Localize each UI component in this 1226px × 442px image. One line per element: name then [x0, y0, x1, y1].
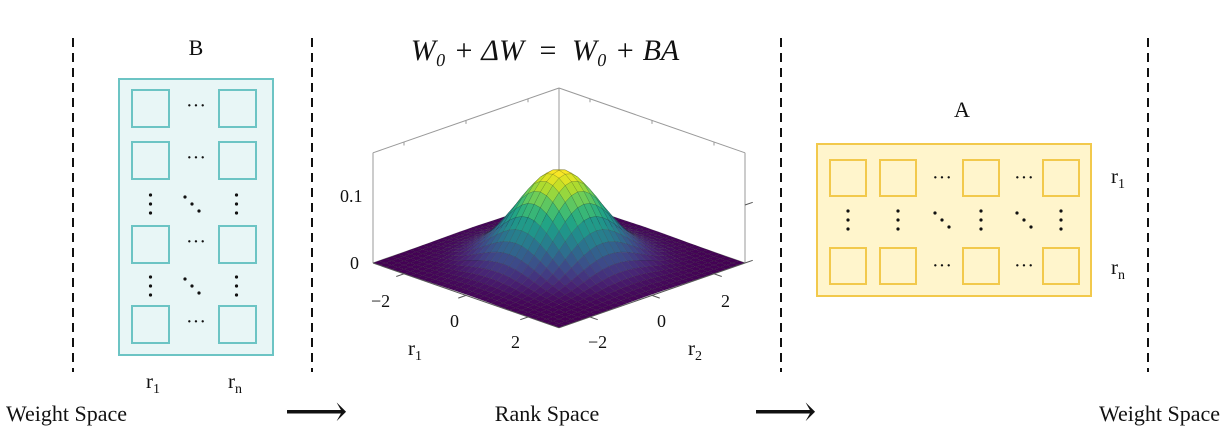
matrix-a-hdots: ··· — [932, 255, 952, 277]
matrix-b-vdots — [148, 193, 153, 215]
matrix-a-cell — [962, 159, 1000, 197]
matrix-a-cell — [879, 159, 917, 197]
matrix-a-cells: ··· ··· ··· ··· — [829, 159, 1080, 285]
matrix-a-ddots — [1015, 211, 1033, 229]
matrix-b-hdots: ··· — [186, 95, 206, 117]
matrix-b-hdots: ··· — [186, 231, 206, 253]
separators — [72, 38, 1149, 372]
matrix-b-cell — [218, 225, 257, 264]
matrix-a-ddots — [933, 211, 951, 229]
matrix-b-col-label-first: r1 — [146, 369, 160, 397]
matrix-a-cell — [1042, 159, 1080, 197]
matrix-a-hdots: ··· — [1014, 167, 1034, 189]
equation-rhs: W₀ + BA — [572, 34, 680, 67]
matrix-b-col-label-last: rn — [228, 369, 242, 397]
matrix-a-cell — [829, 159, 867, 197]
matrix-b-ddots — [183, 277, 201, 295]
matrix-a-vdots — [1059, 209, 1063, 231]
matrix-a-row-label-first: r1 — [1111, 164, 1125, 192]
plot-front-edges — [372, 201, 753, 329]
matrix-a-row-label-last: rn — [1111, 255, 1125, 283]
matrix-b-cell — [218, 305, 257, 344]
matrix-b-vdots — [234, 275, 239, 297]
matrix-a-cell — [962, 247, 1000, 285]
matrix-b-cell — [131, 89, 170, 128]
matrix-b-cell — [218, 141, 257, 180]
matrix-a-hdots: ··· — [932, 167, 952, 189]
matrix-b-cell — [131, 141, 170, 180]
x-tick-label-2: 2 — [511, 332, 520, 352]
y-axis-label: r2 — [688, 336, 702, 364]
matrix-b: B ··· ··· ··· ··· r1 rn — [118, 35, 274, 397]
matrix-a-title: A — [954, 97, 970, 122]
matrix-a-cell — [1042, 247, 1080, 285]
arrow-right-icon: ⟶ — [284, 387, 347, 436]
plot-surface — [372, 169, 746, 329]
weight-space-right-label: Weight Space — [1099, 401, 1220, 426]
matrix-a-vdots — [846, 209, 850, 231]
matrix-a: A ··· ··· ··· ··· r1 rn — [816, 97, 1125, 297]
matrix-a-cell — [879, 247, 917, 285]
rank-space-label: Rank Space — [495, 401, 599, 426]
matrix-a-hdots: ··· — [1014, 255, 1034, 277]
matrix-a-vdots — [896, 209, 900, 231]
arrow-right-icon: ⟶ — [753, 387, 816, 436]
matrix-b-ddots — [183, 195, 201, 213]
equation-equals: = — [540, 34, 557, 67]
weight-space-left-label: Weight Space — [6, 401, 127, 426]
y-tick-label-neg2: −2 — [588, 332, 607, 352]
matrix-b-vdots — [234, 193, 239, 215]
z-tick-label-0.1: 0.1 — [340, 186, 363, 206]
y-tick-label-0: 0 — [657, 311, 666, 331]
bottom-row: Weight Space ⟶ Rank Space ⟶ Weight Space — [6, 387, 1220, 436]
x-tick-label-0: 0 — [450, 311, 459, 331]
matrix-b-hdots: ··· — [186, 311, 206, 333]
matrix-a-cell — [829, 247, 867, 285]
matrix-b-title: B — [189, 35, 204, 60]
equation: W₀ + ΔW = W₀ + BA — [411, 34, 680, 67]
matrix-a-vdots — [979, 209, 983, 231]
surface-plot: 0.1 0 −2 0 2 −2 0 2 r1 r2 — [340, 87, 753, 364]
matrix-b-cell — [218, 89, 257, 128]
matrix-b-cell — [131, 305, 170, 344]
y-tick-label-2: 2 — [721, 291, 730, 311]
x-axis-label: r1 — [408, 336, 422, 364]
equation-lhs: W₀ + ΔW — [411, 34, 527, 67]
x-tick-label-neg2: −2 — [371, 291, 390, 311]
matrix-b-vdots — [148, 275, 153, 297]
matrix-b-hdots: ··· — [186, 147, 206, 169]
z-tick-label-0: 0 — [350, 253, 359, 273]
matrix-b-cells: ··· ··· ··· ··· — [131, 89, 257, 344]
matrix-b-cell — [131, 225, 170, 264]
